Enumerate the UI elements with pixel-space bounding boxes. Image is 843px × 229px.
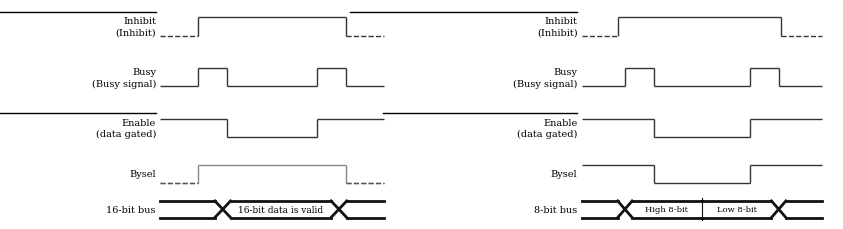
Text: (data gated): (data gated) (517, 129, 577, 139)
Text: 16-bit bus: 16-bit bus (106, 205, 156, 214)
Text: Enable: Enable (543, 118, 577, 127)
Text: Bysel: Bysel (129, 169, 156, 179)
Text: (Busy signal): (Busy signal) (513, 79, 577, 88)
Text: Bysel: Bysel (550, 169, 577, 179)
Text: Busy: Busy (554, 68, 577, 77)
Text: 8-bit bus: 8-bit bus (534, 205, 577, 214)
Text: Busy: Busy (132, 68, 156, 77)
Text: (Inhibit): (Inhibit) (537, 29, 577, 38)
Text: 16-bit data is valid: 16-bit data is valid (239, 205, 324, 214)
Text: Inhibit: Inhibit (123, 17, 156, 26)
Text: (Inhibit): (Inhibit) (115, 29, 156, 38)
Text: Inhibit: Inhibit (545, 17, 577, 26)
Text: Low 8-bit: Low 8-bit (717, 205, 757, 213)
Text: (Busy signal): (Busy signal) (92, 79, 156, 88)
Text: High 8-bit: High 8-bit (646, 205, 689, 213)
Text: Enable: Enable (121, 118, 156, 127)
Text: (data gated): (data gated) (95, 129, 156, 139)
